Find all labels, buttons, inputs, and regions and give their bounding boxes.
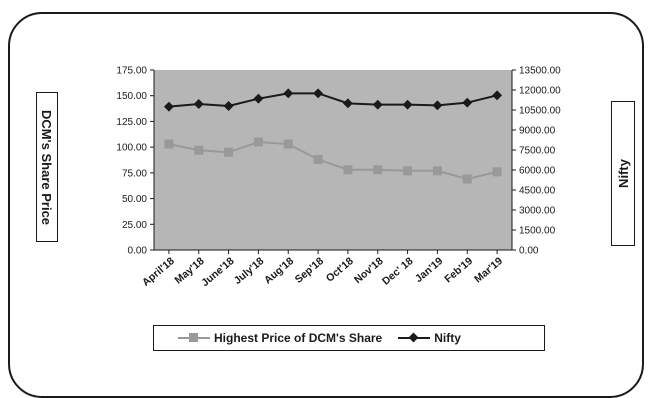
y2-tick-label: 6000.00 — [519, 166, 556, 177]
y-tick-label: 0.00 — [128, 246, 148, 257]
y-tick-label: 75.00 — [122, 168, 147, 179]
data-point-dcm — [253, 137, 263, 147]
y2-tick-label: 13500.00 — [519, 66, 561, 77]
y2-tick-label: 4500.00 — [519, 186, 556, 197]
y2-tick-label: 0.00 — [519, 246, 539, 257]
series-line-dcm — [168, 140, 498, 181]
x-tick-label: June'18 — [199, 255, 236, 289]
y2-tick-label: 10500.00 — [519, 106, 561, 117]
legend-swatch-nifty — [398, 332, 431, 343]
legend-swatch-dcm — [178, 333, 210, 342]
y2-tick-label: 7500.00 — [519, 146, 556, 157]
y-tick-label: 125.00 — [116, 117, 147, 128]
x-tick-label: July'18 — [232, 255, 267, 287]
x-tick-label: Sep'18 — [293, 255, 326, 286]
data-point-dcm — [224, 147, 234, 157]
data-point-dcm — [164, 139, 174, 149]
y2-tick-label: 3000.00 — [519, 206, 556, 217]
y2-tick-label: 9000.00 — [519, 126, 556, 137]
data-point-dcm — [194, 145, 204, 155]
x-tick-label: Nov'18 — [352, 255, 386, 286]
legend-label-nifty: Nifty — [434, 331, 461, 345]
data-point-dcm — [343, 165, 353, 175]
y-tick-label: 100.00 — [116, 143, 147, 154]
x-tick-label: Oct'18 — [324, 255, 356, 285]
data-point-nifty — [223, 101, 234, 111]
chart-legend: Highest Price of DCM's Share Nifty — [153, 325, 545, 351]
plot-area — [154, 70, 512, 250]
y-tick-label: 50.00 — [122, 194, 147, 205]
data-point-dcm — [492, 167, 502, 177]
x-tick-label: Aug'18 — [262, 255, 296, 287]
y-tick-label: 25.00 — [122, 220, 147, 231]
x-tick-label: Feb'19 — [442, 255, 475, 285]
x-tick-label: Mar'19 — [472, 255, 505, 285]
x-tick-label: Jan'19 — [413, 255, 446, 285]
y2-tick-label: 12000.00 — [519, 86, 561, 97]
y-tick-label: 175.00 — [116, 66, 147, 77]
series-line-nifty — [168, 92, 498, 108]
data-point-dcm — [283, 139, 293, 149]
data-point-dcm — [462, 174, 472, 184]
data-point-dcm — [313, 154, 323, 164]
legend-label-dcm: Highest Price of DCM's Share — [214, 331, 383, 345]
data-point-nifty — [253, 93, 264, 104]
data-point-nifty — [163, 101, 174, 112]
y-tick-label: 150.00 — [116, 91, 147, 102]
data-point-nifty — [193, 99, 204, 109]
legend-item-nifty: Nifty — [398, 331, 461, 345]
y2-axis-label-box: Nifty — [611, 101, 635, 246]
x-tick-label: April'18 — [140, 255, 177, 289]
legend-item-dcm: Highest Price of DCM's Share — [178, 331, 382, 345]
y2-tick-label: 1500.00 — [519, 226, 556, 237]
data-point-dcm — [432, 166, 442, 176]
data-point-dcm — [403, 166, 413, 176]
data-point-dcm — [373, 165, 383, 175]
y-axis-label-box: DCM's Share Price — [36, 92, 58, 242]
x-tick-label: Dec' 18 — [380, 255, 416, 288]
